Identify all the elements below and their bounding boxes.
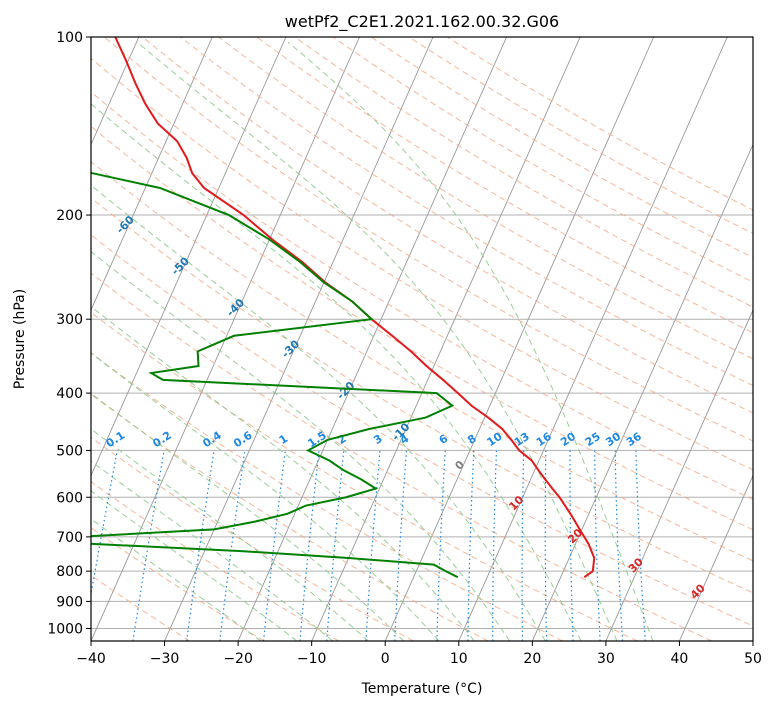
y-tick-label: 600 xyxy=(56,490,83,506)
moist-adiabat xyxy=(91,392,404,641)
moist-adiabat xyxy=(91,352,440,641)
x-tick-label: 0 xyxy=(381,651,390,667)
dry-adiabat xyxy=(91,125,753,531)
x-tick-label: 30 xyxy=(597,651,615,667)
dry-adiabat xyxy=(91,91,753,500)
y-tick-label: 100 xyxy=(56,30,83,46)
moist-adiabat xyxy=(91,428,369,641)
mixing-ratio-line xyxy=(492,450,498,641)
y-tick-label: 1000 xyxy=(47,621,83,637)
mixing-ratio-line xyxy=(365,450,381,641)
x-tick-label: −30 xyxy=(150,651,180,667)
x-tick-label: 50 xyxy=(744,651,762,667)
dry-adiabat xyxy=(91,57,753,471)
y-axis: 100 200 300 400 500 600 700 800 900 1000 xyxy=(47,30,91,637)
mixing-ratio-line xyxy=(436,450,446,641)
isotherm-line xyxy=(752,639,753,641)
profile-lines xyxy=(91,37,596,579)
x-tick-label: 40 xyxy=(671,651,689,667)
mixing-ratio-line xyxy=(467,450,475,641)
y-tick-label: 700 xyxy=(56,530,83,546)
temperature-line xyxy=(114,37,596,578)
moist-adiabat xyxy=(91,103,582,641)
isotherm-line xyxy=(311,37,581,641)
isotherm-line xyxy=(531,143,753,641)
dry-adiabat xyxy=(91,481,340,641)
mixing-ratio-line xyxy=(219,450,246,641)
dry-adiabat xyxy=(103,37,753,442)
mixing-ratio-line xyxy=(186,450,215,641)
isotherm-line xyxy=(91,37,140,146)
dry-adiabat xyxy=(256,37,753,334)
x-axis: −40 −30 −20 −10 0 10 20 30 40 50 xyxy=(76,641,762,667)
mixing-ratio-line xyxy=(594,450,601,641)
x-tick-label: 10 xyxy=(450,651,468,667)
moist-adiabat xyxy=(287,41,654,641)
isotherm-line xyxy=(458,37,728,641)
x-axis-label: Temperature (°C) xyxy=(361,681,483,697)
chart-title: wetPf2_C2E1.2021.162.00.32.G06 xyxy=(285,12,559,32)
moist-adiabat xyxy=(91,490,298,641)
y-tick-label: 400 xyxy=(56,386,83,402)
plot-frame xyxy=(90,36,754,642)
isotherm-line xyxy=(237,37,508,641)
mixing-ratio-line xyxy=(544,450,548,641)
dry-adiabat xyxy=(218,37,753,360)
mixing-ratio-line xyxy=(394,450,408,641)
dry-adiabat xyxy=(91,352,563,641)
x-tick-label: −20 xyxy=(223,651,253,667)
y-tick-label: 300 xyxy=(56,312,83,328)
isotherm-line xyxy=(91,37,213,312)
mixing-ratio-line xyxy=(262,450,286,641)
isotherm-label: -70 xyxy=(59,171,82,194)
moist-adiabat xyxy=(91,305,475,641)
x-tick-label: −40 xyxy=(76,651,106,667)
mixing-ratio-line xyxy=(326,450,345,641)
y-tick-label: 500 xyxy=(56,443,83,459)
y-tick-label: 200 xyxy=(56,208,83,224)
dry-adiabat xyxy=(91,197,753,594)
isotherm-line xyxy=(384,37,655,641)
dry-adiabats xyxy=(91,37,753,641)
moist-adiabat xyxy=(91,184,546,641)
mixing-ratio-line xyxy=(299,450,320,641)
mixing-ratio-line xyxy=(132,450,165,641)
x-tick-label: −10 xyxy=(297,651,327,667)
dry-adiabat xyxy=(91,272,712,641)
isotherm-line xyxy=(679,474,753,641)
dry-adiabat xyxy=(91,161,753,562)
dry-adiabat xyxy=(142,37,753,414)
moist-adiabat xyxy=(91,460,333,641)
isotherm-line xyxy=(605,308,753,641)
mixing-ratio-line xyxy=(635,450,646,641)
x-tick-label: 20 xyxy=(523,651,541,667)
isotherm-line xyxy=(164,37,434,641)
y-tick-label: 900 xyxy=(56,594,83,610)
mixing-ratio-line xyxy=(91,450,118,598)
dry-adiabat xyxy=(91,311,638,641)
dewpoint-line xyxy=(91,171,459,579)
mixing-ratio-lines xyxy=(91,450,646,641)
y-tick-label: 800 xyxy=(56,564,83,580)
mixing-ratio-line xyxy=(569,450,574,641)
moist-adiabat xyxy=(91,518,262,641)
mixing-ratio-line xyxy=(614,450,624,641)
mixing-ratio-line xyxy=(521,450,525,641)
isotherm-line xyxy=(91,37,287,477)
dry-adiabat xyxy=(91,436,414,641)
dry-adiabat xyxy=(91,234,753,627)
y-axis-label: Pressure (hPa) xyxy=(12,289,28,389)
isotherm-label: -80 xyxy=(3,130,26,153)
isotherm-line xyxy=(0,37,65,641)
